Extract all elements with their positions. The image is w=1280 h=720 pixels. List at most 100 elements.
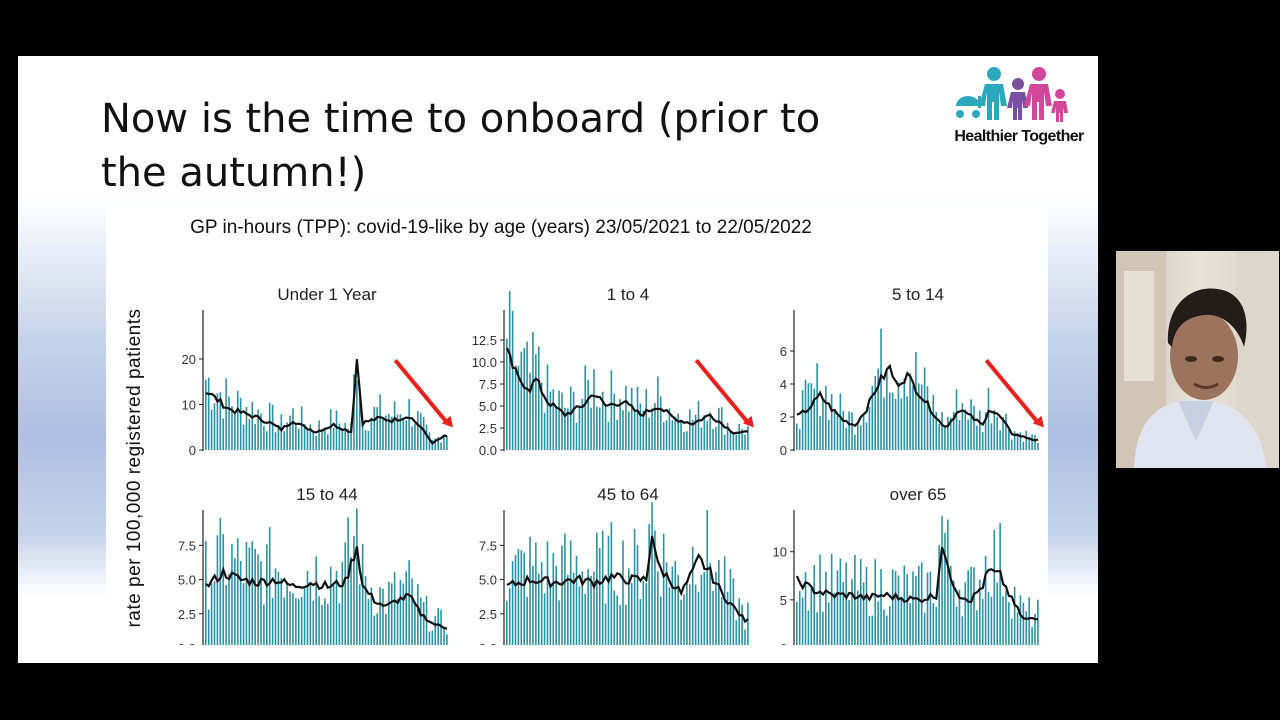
data-bar [949, 565, 952, 645]
data-bar [976, 425, 978, 450]
data-bar [874, 375, 877, 450]
data-bar [425, 424, 428, 450]
data-bar [1010, 618, 1013, 645]
data-bar [639, 403, 642, 450]
y-tick-label: 0 [780, 641, 787, 645]
data-bar [810, 383, 813, 450]
data-bar [833, 409, 836, 450]
data-bar [312, 600, 315, 645]
data-bar [718, 407, 720, 450]
data-bar [952, 580, 955, 645]
data-bar [263, 604, 265, 645]
data-bar [651, 502, 653, 645]
data-bar [842, 410, 845, 450]
data-bar [807, 383, 810, 450]
data-bar [947, 416, 949, 450]
data-bar [205, 540, 207, 645]
data-bar [738, 423, 740, 450]
data-bar [718, 559, 720, 645]
y-tick-label: 5.0 [479, 399, 497, 414]
data-bar [610, 522, 613, 645]
data-bar [356, 508, 358, 645]
red-arrow-shaft [694, 358, 750, 424]
data-bar [625, 604, 627, 645]
data-bar [613, 393, 616, 450]
data-bar [622, 540, 624, 645]
data-bar [918, 565, 920, 645]
data-bar [417, 411, 419, 450]
data-bar [674, 416, 677, 450]
data-bar [405, 420, 408, 450]
panel-title: 45 to 64 [597, 485, 658, 504]
data-bar [923, 612, 926, 645]
data-bar [796, 601, 798, 645]
data-bar [532, 565, 534, 645]
data-bar [604, 603, 607, 645]
data-bar [941, 516, 943, 645]
data-bar [213, 403, 216, 450]
data-bar [729, 569, 732, 645]
data-bar [1016, 433, 1019, 450]
data-bar [590, 575, 592, 645]
data-bar [741, 429, 743, 450]
data-bar [280, 414, 283, 450]
data-bar [926, 572, 929, 645]
data-bar [428, 631, 431, 645]
data-bar [332, 427, 335, 450]
data-bar [443, 629, 445, 645]
data-bar [225, 378, 227, 450]
data-bar [350, 556, 352, 645]
data-bar [929, 571, 932, 645]
data-bar [379, 587, 381, 645]
data-bar [845, 562, 847, 645]
data-bar [827, 602, 830, 645]
data-bar [511, 310, 514, 450]
data-bar [738, 598, 740, 645]
data-bar [712, 591, 714, 645]
data-bar [894, 398, 897, 450]
data-bar [514, 365, 517, 450]
data-bar [446, 634, 448, 645]
data-bar [686, 579, 688, 645]
data-bar [260, 561, 262, 645]
data-bar [535, 354, 537, 450]
data-bar [385, 613, 387, 645]
data-bar [344, 542, 347, 645]
data-bar [801, 390, 804, 450]
data-bar [813, 388, 816, 450]
data-bar [408, 560, 410, 645]
data-bar [508, 291, 511, 450]
data-bar [1013, 431, 1016, 450]
y-tick-label: 5.0 [178, 573, 196, 588]
data-bar [543, 412, 546, 450]
chart-panel: Under 1 Year 0 10 20 [182, 285, 453, 458]
data-bar [260, 413, 262, 450]
data-bar [251, 401, 254, 450]
data-bar [373, 615, 376, 645]
data-bar [523, 552, 526, 645]
data-bar [938, 423, 940, 450]
data-bar [865, 566, 868, 645]
data-bar [810, 588, 813, 645]
data-bar [335, 410, 338, 450]
data-bar [231, 544, 233, 645]
data-bar [564, 407, 566, 450]
data-bar [918, 383, 920, 450]
data-bar [694, 414, 697, 450]
data-bar [393, 401, 396, 450]
data-bar [587, 568, 589, 645]
data-bar [830, 394, 833, 450]
data-bar [987, 387, 990, 450]
webcam-video-feed [1116, 251, 1279, 468]
data-bar [402, 420, 405, 450]
data-bar [645, 583, 648, 645]
data-bar [633, 528, 636, 645]
data-bar [289, 415, 291, 450]
data-bar [689, 584, 691, 645]
data-bar [955, 606, 958, 645]
data-bar [747, 602, 749, 645]
data-bar [596, 406, 598, 450]
y-tick-label: 10.0 [472, 355, 497, 370]
data-bar [619, 399, 621, 450]
y-tick-label: 7.5 [479, 377, 497, 392]
